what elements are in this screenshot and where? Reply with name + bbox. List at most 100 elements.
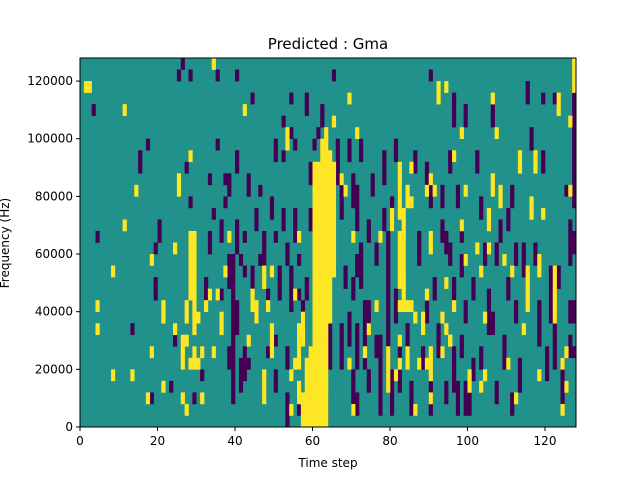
heatmap-cell-low	[359, 254, 364, 266]
heatmap-cell-low	[393, 138, 399, 151]
heatmap-cell-low	[471, 369, 476, 382]
heatmap-cell-low	[463, 300, 468, 312]
heatmap-cell-low	[355, 346, 360, 359]
heatmap-cell-low	[355, 323, 360, 336]
heatmap-cell-low	[227, 357, 232, 370]
heatmap-cells	[83, 58, 577, 428]
heatmap-cell-high	[328, 230, 333, 243]
heatmap-cell-low	[355, 184, 360, 197]
heatmap-cell-low	[521, 242, 526, 255]
heatmap-cell-high	[494, 127, 499, 140]
heatmap-cell-high	[316, 242, 321, 255]
heatmap-cell-high	[401, 277, 406, 289]
heatmap-cell-low	[572, 161, 577, 174]
heatmap-cell-high	[312, 230, 317, 243]
heatmap-cell-high	[428, 242, 433, 255]
heatmap-cell-high	[397, 184, 402, 197]
heatmap-cell-high	[312, 380, 317, 393]
heatmap-cell-low	[269, 207, 275, 220]
heatmap-cell-low	[463, 380, 468, 393]
heatmap-cell-low	[572, 184, 577, 197]
heatmap-cell-high	[312, 392, 317, 405]
heatmap-cell-high	[405, 357, 410, 370]
heatmap-cell-low	[366, 300, 371, 312]
heatmap-cell-low	[235, 69, 240, 82]
heatmap-cell-high	[134, 184, 139, 197]
heatmap-cell-high	[564, 346, 569, 359]
heatmap-cell-low	[355, 196, 360, 209]
heatmap-cell-low	[355, 265, 360, 278]
heatmap-cell-low	[506, 277, 511, 289]
heatmap-cell-low	[486, 323, 492, 336]
heatmap-cell-low	[572, 92, 577, 105]
plot-area	[79, 57, 577, 428]
heatmap-cell-high	[316, 161, 321, 174]
heatmap-cell-low	[514, 300, 519, 312]
heatmap-cell-low	[541, 92, 546, 105]
heatmap-cell-low	[440, 196, 445, 209]
heatmap-cell-high	[285, 138, 290, 151]
heatmap-cell-high	[316, 323, 321, 336]
heatmap-cell-low	[545, 357, 550, 370]
heatmap-cell-low	[393, 288, 399, 301]
heatmap-cell-high	[428, 230, 433, 243]
heatmap-cell-low	[572, 138, 577, 151]
heatmap-cell-low	[231, 357, 236, 370]
heatmap-cell-high	[320, 380, 325, 393]
heatmap-cell-high	[192, 265, 197, 278]
heatmap-cell-low	[328, 357, 333, 370]
heatmap-cell-high	[459, 219, 464, 232]
heatmap-cell-low	[339, 184, 344, 197]
heatmap-cell-high	[308, 380, 313, 393]
heatmap-cell-low	[459, 254, 464, 266]
heatmap-cell-low	[242, 369, 247, 382]
heatmap-cell-high	[386, 346, 391, 359]
heatmap-cell-low	[483, 254, 488, 266]
heatmap-cell-low	[432, 288, 437, 301]
heatmap-cell-low	[529, 138, 534, 151]
heatmap-cell-high	[262, 265, 267, 278]
heatmap-cell-high	[312, 277, 317, 289]
heatmap-cell-low	[359, 138, 364, 151]
heatmap-cell-low	[533, 242, 538, 255]
heatmap-cell-high	[517, 150, 523, 163]
heatmap-cell-high	[192, 254, 197, 266]
heatmap-cell-low	[238, 357, 244, 370]
heatmap-cell-high	[122, 219, 127, 232]
heatmap-cell-low	[312, 138, 317, 151]
heatmap-cell-low	[359, 242, 364, 255]
heatmap-cell-low	[293, 138, 298, 151]
heatmap-cell-low	[486, 300, 492, 312]
x-tick-label: 0	[76, 434, 84, 448]
y-axis: 0 20000 40000 60000 80000 100000 120000	[27, 74, 80, 434]
heatmap-cell-high	[316, 346, 321, 359]
heatmap-cell-high	[421, 311, 426, 324]
heatmap-cell-low	[273, 369, 278, 382]
heatmap-cell-low	[173, 334, 178, 347]
heatmap-cell-high	[331, 196, 337, 209]
heatmap-cell-high	[533, 150, 538, 163]
heatmap-cell-low	[471, 357, 476, 370]
heatmap-cell-low	[277, 265, 282, 278]
chart-title: Predicted : Gma	[268, 35, 388, 53]
heatmap-cell-high	[300, 392, 306, 405]
heatmap-cell-high	[316, 392, 321, 405]
heatmap-cell-low	[235, 219, 240, 232]
heatmap-cell-high	[324, 311, 329, 324]
heatmap-cell-high	[486, 242, 492, 255]
heatmap-cell-low	[231, 369, 236, 382]
heatmap-cell-high	[173, 242, 178, 255]
heatmap-cell-low	[556, 265, 561, 278]
heatmap-cell-high	[312, 346, 317, 359]
heatmap-cell-high	[312, 415, 317, 428]
heatmap-cell-high	[320, 196, 325, 209]
heatmap-cell-low	[320, 115, 325, 128]
x-tick-label: 20	[150, 434, 165, 448]
heatmap-cell-high	[188, 254, 193, 266]
heatmap-cell-low	[138, 150, 143, 163]
heatmap-cell-high	[401, 254, 406, 266]
heatmap-cell-low	[297, 288, 302, 301]
heatmap-cell-high	[483, 369, 488, 382]
heatmap-cell-high	[192, 323, 197, 336]
